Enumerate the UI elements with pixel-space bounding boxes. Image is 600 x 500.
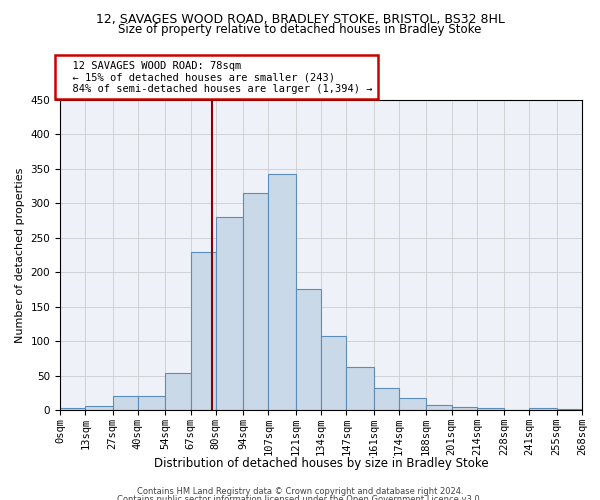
Bar (60, 408, 85, 410)
Bar (296, 289, 321, 410)
Bar (477, 408, 504, 410)
Bar (216, 217, 243, 410)
Bar (191, 252, 216, 410)
Bar (374, 388, 399, 410)
Text: Contains public sector information licensed under the Open Government Licence v3: Contains public sector information licen… (118, 495, 482, 500)
Bar (243, 193, 268, 410)
Text: Size of property relative to detached houses in Bradley Stoke: Size of property relative to detached ho… (118, 22, 482, 36)
Text: 12 SAVAGES WOOD ROAD: 78sqm
  ← 15% of detached houses are smaller (243)
  84% o: 12 SAVAGES WOOD ROAD: 78sqm ← 15% of det… (60, 60, 373, 94)
Bar (268, 174, 296, 410)
Bar (452, 406, 477, 410)
Bar (557, 408, 582, 410)
Bar (113, 396, 138, 410)
Text: 12, SAVAGES WOOD ROAD, BRADLEY STOKE, BRISTOL, BS32 8HL: 12, SAVAGES WOOD ROAD, BRADLEY STOKE, BR… (95, 12, 505, 26)
Bar (85, 406, 113, 410)
Bar (321, 336, 346, 410)
Bar (165, 373, 191, 410)
Bar (426, 405, 452, 410)
Text: Contains HM Land Registry data © Crown copyright and database right 2024.: Contains HM Land Registry data © Crown c… (137, 488, 463, 496)
Bar (138, 396, 165, 410)
Bar (529, 408, 557, 410)
Text: Distribution of detached houses by size in Bradley Stoke: Distribution of detached houses by size … (154, 458, 488, 470)
Bar (399, 398, 426, 410)
Bar (346, 366, 374, 410)
Y-axis label: Number of detached properties: Number of detached properties (15, 168, 25, 342)
